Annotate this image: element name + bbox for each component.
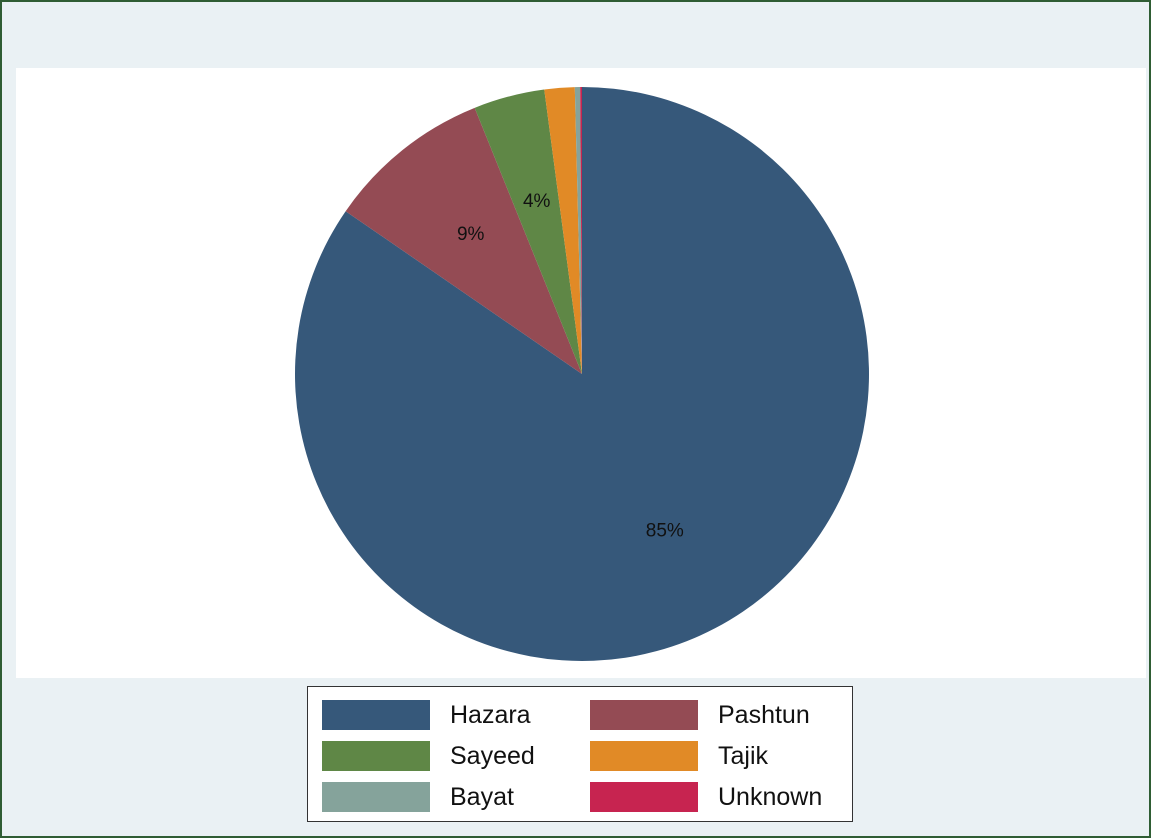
pie-slice-tajik [544,87,582,374]
legend-swatch [590,741,698,771]
pie-slice-labels: 85% 9% 4% [457,191,684,542]
legend-label: Tajik [718,742,769,770]
legend-label: Unknown [718,783,823,811]
pie-slice-unknown [580,87,582,374]
pie-slice-hazara [295,86,870,661]
legend-label: Sayeed [450,742,535,770]
legend-label: Bayat [450,783,514,811]
legend-swatch [322,782,430,812]
pie-slices [295,86,870,661]
slice-label-sayeed: 4% [523,191,551,212]
legend-swatch [322,700,430,730]
legend: Hazara Pashtun Sayeed Tajik Bayat Unknow… [307,686,853,822]
slice-label-pashtun: 9% [457,224,485,245]
legend-swatch [322,741,430,771]
pie-slice-pashtun [345,107,582,374]
legend-label: Pashtun [718,701,810,729]
legend-label: Hazara [450,701,531,729]
slice-label-hazara: 85% [646,521,684,542]
pie-slice-bayat [574,87,582,374]
legend-swatch [590,700,698,730]
pie-slice-sayeed [474,89,582,375]
legend-swatch [590,782,698,812]
